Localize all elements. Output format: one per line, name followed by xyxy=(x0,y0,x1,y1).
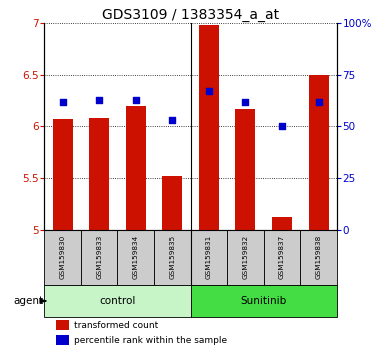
Bar xyxy=(308,75,329,230)
Text: GSM159833: GSM159833 xyxy=(96,235,102,279)
Bar xyxy=(264,230,300,285)
Text: GSM159830: GSM159830 xyxy=(60,235,65,279)
Bar xyxy=(56,335,69,346)
Text: GSM159831: GSM159831 xyxy=(206,235,212,279)
Bar xyxy=(199,25,219,230)
Bar xyxy=(44,285,191,317)
Point xyxy=(96,97,102,102)
Text: GSM159835: GSM159835 xyxy=(169,235,175,279)
Bar xyxy=(117,230,154,285)
Bar xyxy=(272,217,292,230)
Title: GDS3109 / 1383354_a_at: GDS3109 / 1383354_a_at xyxy=(102,8,279,22)
Point xyxy=(206,88,212,94)
Bar xyxy=(235,109,256,230)
Text: transformed count: transformed count xyxy=(74,321,158,330)
Point xyxy=(59,99,65,104)
Bar xyxy=(154,230,191,285)
Bar xyxy=(227,230,264,285)
Bar xyxy=(300,230,337,285)
Point xyxy=(316,99,322,104)
Bar xyxy=(191,230,227,285)
Bar xyxy=(126,106,146,230)
Text: GSM159837: GSM159837 xyxy=(279,235,285,279)
Bar xyxy=(162,176,182,230)
Point xyxy=(169,117,176,123)
Text: GSM159838: GSM159838 xyxy=(316,235,321,279)
Text: Sunitinib: Sunitinib xyxy=(241,296,287,306)
Point xyxy=(279,124,285,129)
Point xyxy=(243,99,249,104)
Text: GSM159832: GSM159832 xyxy=(243,235,248,279)
Text: percentile rank within the sample: percentile rank within the sample xyxy=(74,336,227,345)
Bar xyxy=(56,320,69,331)
Bar xyxy=(44,230,81,285)
Bar xyxy=(52,119,73,230)
Bar xyxy=(89,118,109,230)
Bar xyxy=(81,230,117,285)
Point xyxy=(132,97,139,102)
Text: control: control xyxy=(99,296,136,306)
Bar xyxy=(191,285,337,317)
Text: GSM159834: GSM159834 xyxy=(133,235,139,279)
Text: agent: agent xyxy=(13,296,44,306)
